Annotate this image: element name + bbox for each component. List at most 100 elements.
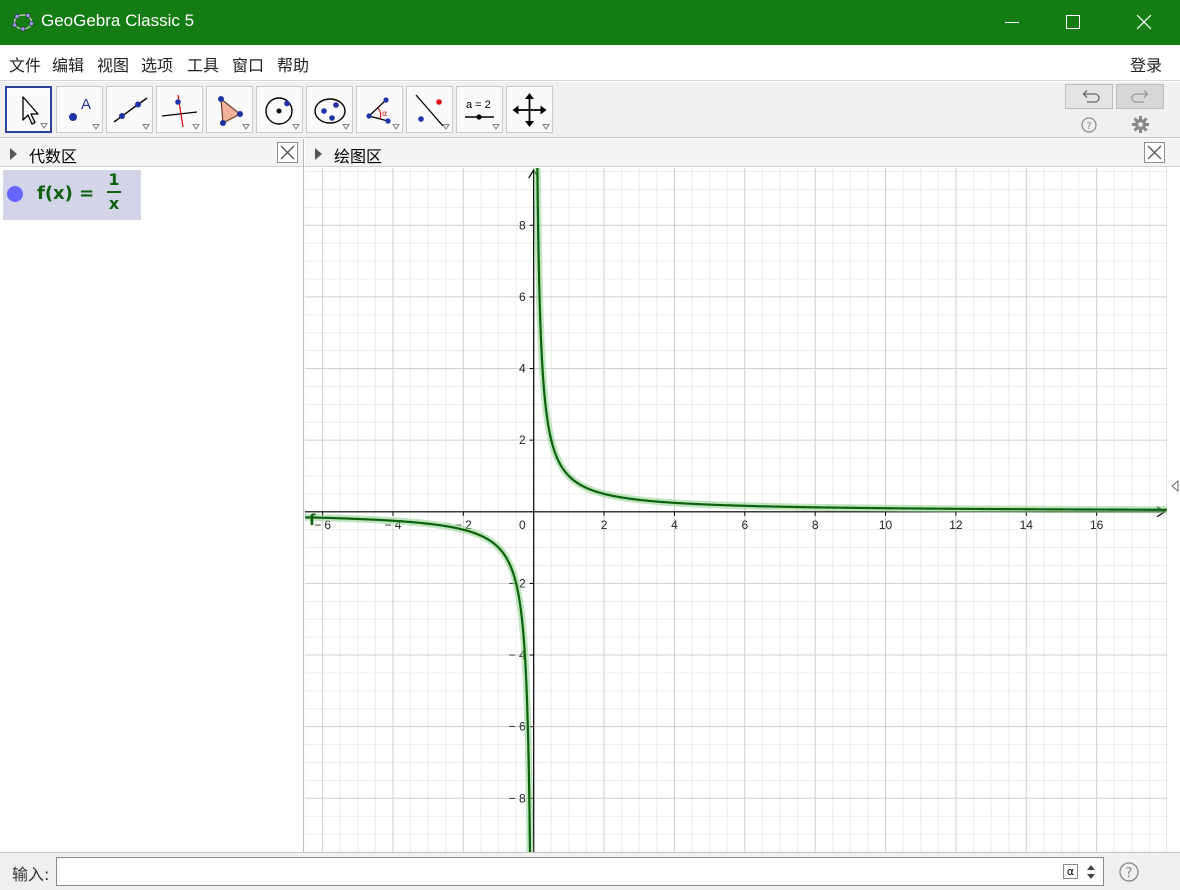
circle-icon (265, 97, 293, 125)
close-graphics-button[interactable] (1144, 142, 1165, 163)
dropdown-triangle-icon (242, 124, 250, 130)
y-tick-label: − 6 (509, 720, 526, 734)
perpendicular-tool-button[interactable] (156, 86, 203, 133)
maximize-button[interactable] (1050, 0, 1096, 45)
y-tick-label: 2 (519, 433, 526, 447)
menu-tools[interactable]: 工具 (187, 56, 220, 75)
dropdown-triangle-icon (392, 124, 400, 130)
dropdown-triangle-icon (442, 124, 450, 130)
dropdown-triangle-icon (92, 124, 100, 130)
graphics-header: 绘图区 (305, 139, 1180, 167)
move-arrow-icon (22, 96, 39, 125)
menu-edit[interactable]: 编辑 (52, 56, 85, 75)
minimize-button[interactable] (989, 0, 1035, 45)
reflect-tool-button[interactable] (406, 86, 453, 133)
dropdown-triangle-icon (342, 124, 350, 130)
svg-text:?: ? (1126, 866, 1133, 881)
fraction-denominator: x (108, 193, 120, 213)
algebra-item-f[interactable]: f(x) = 1 x (3, 170, 141, 220)
x-tick-label: 16 (1090, 518, 1104, 532)
slider-tool-button[interactable]: a = 2 (456, 86, 503, 133)
x-tick-label: 10 (879, 518, 893, 532)
history-spinner-icon[interactable] (1086, 863, 1096, 881)
close-window-button[interactable] (1121, 0, 1167, 45)
close-algebra-button[interactable] (277, 142, 298, 163)
reflect-icon (415, 94, 444, 127)
ellipse-icon (314, 98, 346, 124)
angle-tool-button[interactable]: α (356, 86, 403, 133)
curve-branch-positive (536, 168, 1167, 511)
polygon-icon (218, 96, 243, 126)
visibility-toggle[interactable] (7, 186, 23, 202)
angle-symbol-text: α (382, 109, 387, 118)
menu-file[interactable]: 文件 (9, 56, 42, 75)
y-tick-label: − 8 (509, 791, 526, 805)
slider-label-text: a = 2 (466, 99, 491, 111)
x-tick-label: 2 (601, 518, 608, 532)
function-lhs: f(x) = (37, 183, 95, 204)
algebra-view: 代数区 f(x) = 1 x (0, 139, 304, 852)
move-graphics-tool-button[interactable] (506, 86, 553, 133)
x-tick-label: 14 (1020, 518, 1034, 532)
x-tick-label: 0 (519, 518, 526, 532)
dropdown-triangle-icon (542, 124, 550, 130)
undo-icon (1082, 90, 1100, 103)
perpendicular-line-icon (161, 94, 198, 128)
curve-branch-negative (305, 516, 532, 852)
polygon-tool-button[interactable] (206, 86, 253, 133)
geogebra-logo-icon (12, 12, 34, 32)
y-tick-label: 4 (519, 362, 526, 376)
x-tick-label: 12 (949, 518, 963, 532)
move-graphics-view-icon (512, 93, 547, 127)
fraction-numerator: 1 (108, 170, 120, 189)
input-field[interactable] (56, 857, 1104, 886)
algebra-title: 代数区 (29, 147, 78, 166)
redo-button[interactable] (1116, 84, 1164, 109)
dropdown-triangle-icon (192, 124, 200, 130)
menu-options[interactable]: 选项 (141, 56, 174, 75)
circle-tool-button[interactable] (256, 86, 303, 133)
close-icon (1136, 14, 1152, 30)
input-bar: 输入: α ? (0, 852, 1180, 890)
line-tool-button[interactable] (106, 86, 153, 133)
svg-text:A: A (81, 96, 91, 113)
menu-help[interactable]: 帮助 (277, 56, 310, 75)
fraction-bar (107, 191, 121, 193)
point-tool-button[interactable]: A (56, 86, 103, 133)
dropdown-triangle-icon (142, 124, 150, 130)
move-tool-button[interactable] (5, 86, 52, 133)
close-icon (280, 145, 295, 160)
y-tick-label: 8 (519, 218, 526, 232)
symbol-keyboard-button[interactable]: α (1063, 864, 1078, 879)
menu-view[interactable]: 视图 (97, 56, 130, 75)
toolbar: A (0, 82, 1180, 138)
login-link[interactable]: 登录 (1129, 56, 1162, 75)
x-tick-label: 6 (741, 518, 748, 532)
function-label-f: f (309, 511, 316, 529)
expand-triangle-icon[interactable] (10, 148, 17, 160)
window-title: GeoGebra Classic 5 (41, 11, 195, 30)
function-curves (305, 168, 1167, 852)
y-tick-label: 6 (519, 290, 526, 304)
minimize-icon (1005, 22, 1019, 23)
graphics-view: 绘图区 − 6− 4− 2 0 2 4 6 8 10 12 14 16 8 6 4 2− 2− 4− 6−… (305, 139, 1180, 852)
svg-text:?: ? (1086, 121, 1091, 132)
gear-icon[interactable] (1131, 115, 1150, 134)
expand-triangle-icon[interactable] (315, 148, 322, 160)
menu-window[interactable]: 窗口 (232, 56, 265, 75)
help-icon[interactable]: ? (1118, 861, 1140, 883)
input-label: 输入: (12, 865, 50, 884)
dropdown-triangle-icon (40, 123, 48, 129)
conic-tool-button[interactable] (306, 86, 353, 133)
angle-icon: α (366, 97, 391, 124)
slider-icon: a = 2 (465, 99, 494, 120)
collapse-side-arrow-icon[interactable] (1170, 480, 1180, 492)
help-icon[interactable]: ? (1080, 116, 1098, 134)
algebra-header: 代数区 (0, 139, 303, 167)
function-fraction: 1 x (107, 171, 121, 213)
x-tick-label: 8 (812, 518, 819, 532)
undo-button[interactable] (1065, 84, 1113, 109)
redo-icon (1131, 90, 1149, 103)
menu-bar: 文件 编辑 视图 选项 工具 窗口 帮助 登录 (0, 45, 1180, 81)
